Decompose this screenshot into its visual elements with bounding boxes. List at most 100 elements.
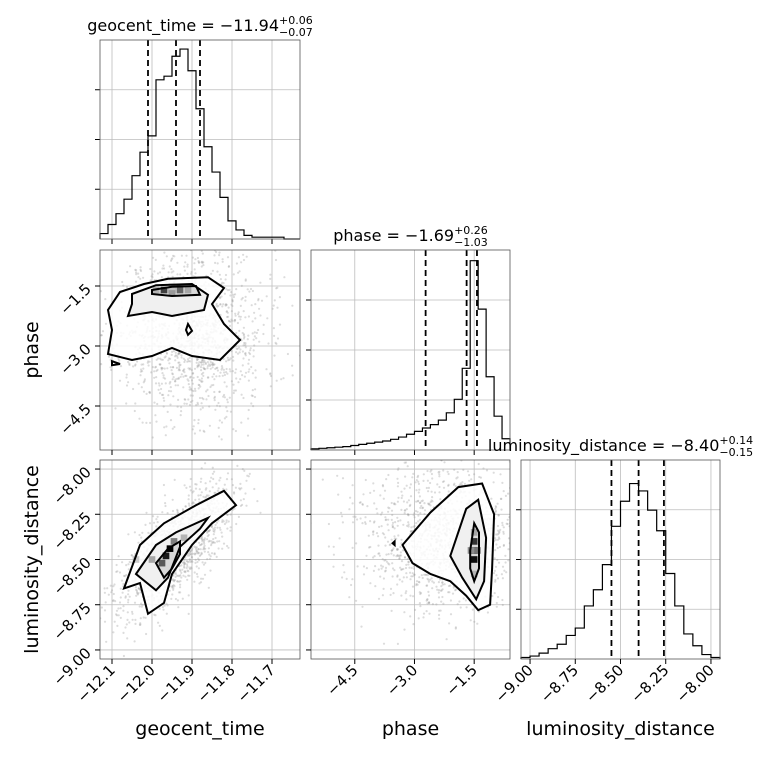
sample-point: [229, 529, 232, 532]
sample-point: [190, 553, 193, 556]
sample-point: [409, 503, 412, 506]
sample-point: [115, 570, 118, 574]
sample-point: [383, 489, 387, 492]
sample-point: [144, 616, 147, 619]
scatter-panel-geocent_time-phase: −4.5−3.0−1.5: [56, 244, 301, 455]
sample-point: [171, 585, 174, 588]
sample-point: [227, 265, 231, 268]
sample-point: [337, 493, 340, 496]
sample-point: [210, 476, 213, 479]
sample-point: [176, 405, 179, 408]
sample-point: [393, 535, 396, 538]
sample-point: [272, 304, 275, 307]
sample-point: [127, 381, 130, 384]
sample-point: [437, 613, 441, 617]
sample-point: [201, 380, 204, 383]
sample-point: [216, 270, 219, 273]
param-title-phase: phase = −1.69+0.26 −1.03: [333, 224, 488, 249]
density-cell: [474, 547, 481, 554]
sample-point: [205, 494, 209, 497]
sample-point: [391, 526, 394, 529]
sample-point: [202, 363, 205, 366]
sample-point: [231, 304, 234, 308]
sample-point: [184, 570, 187, 573]
sample-point: [420, 574, 423, 577]
sample-point: [109, 584, 112, 587]
x-tick-label: −1.5: [443, 661, 481, 699]
sample-point: [186, 263, 189, 266]
sample-point: [428, 602, 431, 605]
sample-point: [234, 389, 237, 392]
sample-point: [403, 461, 406, 464]
sample-point: [415, 522, 418, 525]
sample-point: [213, 552, 216, 555]
sample-point: [494, 565, 498, 568]
sample-point: [269, 277, 272, 280]
sample-point: [232, 391, 235, 395]
sample-point: [253, 395, 257, 399]
sample-point: [464, 599, 467, 602]
sample-point: [409, 483, 412, 486]
sample-point: [200, 361, 203, 364]
sample-point: [225, 303, 228, 306]
sample-point: [417, 514, 420, 517]
sample-point: [447, 484, 450, 487]
sample-point: [269, 273, 272, 276]
sample-point: [393, 502, 396, 505]
sample-point: [415, 584, 418, 587]
sample-point: [139, 374, 142, 377]
sample-point: [167, 389, 171, 393]
sample-point: [384, 544, 387, 547]
sample-point: [483, 428, 485, 430]
contour-outer: [106, 276, 242, 362]
sample-point: [176, 356, 179, 359]
sample-point: [404, 566, 408, 570]
sample-point: [409, 578, 412, 581]
sample-point: [184, 505, 187, 508]
sample-point: [462, 597, 465, 600]
sample-point: [183, 566, 186, 569]
sample-point: [209, 385, 212, 389]
sample-point: [289, 244, 291, 246]
sample-point: [244, 352, 247, 355]
sample-point: [417, 482, 420, 485]
sample-point: [226, 513, 229, 516]
sample-point: [218, 405, 221, 408]
sample-point: [377, 597, 381, 600]
contour-inner: [151, 284, 202, 298]
sample-point: [399, 545, 402, 549]
sample-point: [183, 398, 186, 401]
contour-island: [391, 539, 396, 548]
sample-point: [211, 269, 214, 272]
sample-point: [213, 395, 216, 398]
sample-point: [442, 480, 446, 483]
sample-point: [349, 496, 352, 499]
sample-point: [103, 620, 107, 623]
sample-point: [214, 367, 217, 370]
sample-point: [216, 366, 219, 369]
sample-point: [239, 315, 242, 318]
sample-point: [169, 380, 172, 384]
sample-point: [536, 521, 538, 523]
sample-point: [217, 519, 220, 522]
sample-point: [148, 360, 151, 363]
sample-point: [233, 507, 236, 510]
sample-point: [171, 427, 174, 430]
x-tick-label: −8.75: [537, 661, 582, 706]
sample-point: [259, 314, 262, 317]
sample-point: [382, 577, 385, 580]
sample-point: [217, 487, 220, 490]
sample-point: [430, 490, 433, 493]
sample-point: [214, 523, 217, 527]
sample-point: [208, 490, 211, 493]
sample-point: [372, 556, 375, 559]
sample-point: [196, 401, 199, 404]
sample-point: [269, 373, 272, 376]
sample-point: [454, 589, 457, 592]
sample-point: [240, 284, 243, 287]
sample-point: [131, 618, 134, 621]
sample-point: [96, 364, 98, 366]
sample-point: [372, 533, 375, 536]
sample-point: [171, 498, 174, 501]
contour-inner: [469, 520, 480, 585]
